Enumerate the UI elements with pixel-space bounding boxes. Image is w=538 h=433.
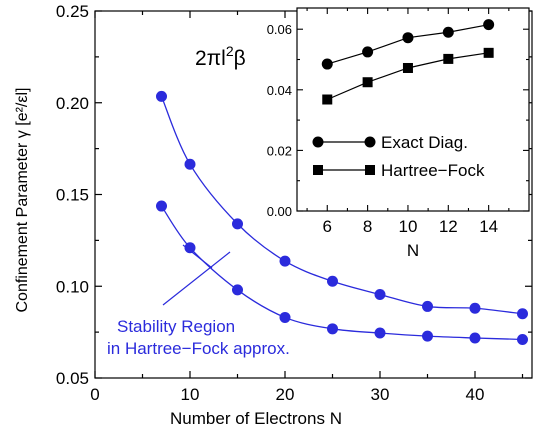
inset-axis-ticks: 6 8 10 12 14 0.00 0.02 0.04 0.06 (267, 8, 529, 236)
legend-marker-circle (312, 136, 324, 148)
inset-title: 2πl2β (195, 43, 246, 70)
y-axis-label: Confinement Parameter γ [e²/εl] (14, 88, 31, 313)
stability-annotation-line-2: in Hartree−Fock approx. (107, 339, 290, 358)
legend-label-hartree-fock: Hartree−Fock (381, 161, 485, 180)
x-tick-label: 40 (466, 385, 485, 404)
inset-data-point-square (362, 77, 373, 88)
y-tick-label: 0.25 (56, 2, 89, 21)
main-data-point (232, 284, 243, 296)
inset-x-tick-label: 8 (363, 217, 372, 236)
inset-data-point-square (322, 94, 333, 105)
main-data-point (156, 200, 167, 212)
main-data-point (184, 242, 196, 254)
x-tick-label: 0 (90, 385, 99, 404)
x-tick-label: 10 (181, 385, 200, 404)
main-data-point (374, 289, 386, 301)
main-data-point (279, 311, 291, 323)
inset-data-point-square (402, 62, 413, 73)
y-tick-label: 0.15 (56, 186, 89, 205)
x-tick-label: 30 (371, 385, 390, 404)
inset-data-point-square (483, 47, 494, 58)
main-data-point (374, 327, 386, 339)
inset-plot-frame (296, 7, 530, 212)
inset-x-tick-label: 14 (479, 217, 498, 236)
main-data-point (184, 158, 196, 170)
inset-x-tick-label: 10 (398, 217, 417, 236)
inset-x-axis-label: N (407, 241, 419, 260)
main-chart: 0 10 20 30 40 0.05 0.10 0.15 0.20 0.25 Stability … (14, 2, 533, 428)
inset-data-point-circle (402, 32, 414, 44)
stability-pointer-line (162, 251, 231, 306)
main-data-point (232, 218, 243, 230)
main-data-point (517, 333, 528, 345)
main-data-point (156, 90, 167, 102)
inset-data-point-circle (321, 58, 333, 70)
legend-marker-circle (364, 136, 376, 148)
main-series-points (156, 90, 528, 345)
main-data-point (422, 300, 433, 312)
y-tick-label: 0.20 (56, 94, 89, 113)
main-data-point (327, 275, 338, 287)
inset-data-point-square (443, 53, 454, 64)
main-data-point (327, 323, 338, 335)
main-data-point (469, 302, 481, 314)
inset-legend: Exact Diag. Hartree−Fock (312, 133, 485, 180)
main-data-point (279, 255, 291, 267)
stability-pointer-line (182, 244, 213, 269)
inset-chart: 6 8 10 12 14 0.00 0.02 0.04 0.06 2πl2β Exact Dia… (195, 7, 530, 260)
legend-item-exact-diag: Exact Diag. (312, 133, 468, 152)
x-tick-label: 20 (276, 385, 295, 404)
legend-marker-square (365, 165, 375, 175)
inset-series-points (321, 19, 495, 105)
stability-annotation-line-1: Stability Region (117, 317, 235, 336)
y-tick-label: 0.10 (56, 277, 89, 296)
inset-data-point-circle (483, 19, 495, 31)
y-tick-label: 0.05 (56, 369, 89, 388)
legend-label-exact-diag: Exact Diag. (381, 133, 468, 152)
inset-y-tick-label: 0.00 (267, 204, 292, 219)
main-data-point (469, 332, 481, 344)
legend-marker-square (313, 165, 323, 175)
inset-y-tick-label: 0.06 (267, 22, 292, 37)
inset-data-point-circle (362, 46, 374, 58)
inset-x-tick-label: 6 (323, 217, 332, 236)
inset-y-tick-label: 0.04 (267, 83, 292, 98)
main-data-point (517, 308, 528, 320)
main-data-point (422, 330, 433, 342)
legend-item-hartree-fock: Hartree−Fock (313, 161, 485, 180)
x-axis-label: Number of Electrons N (170, 409, 342, 428)
inset-data-point-circle (442, 26, 454, 38)
main-axis-ticks: 0 10 20 30 40 0.05 0.10 0.15 0.20 0.25 (56, 2, 532, 404)
inset-x-tick-label: 12 (439, 217, 458, 236)
inset-y-tick-label: 0.02 (267, 143, 292, 158)
